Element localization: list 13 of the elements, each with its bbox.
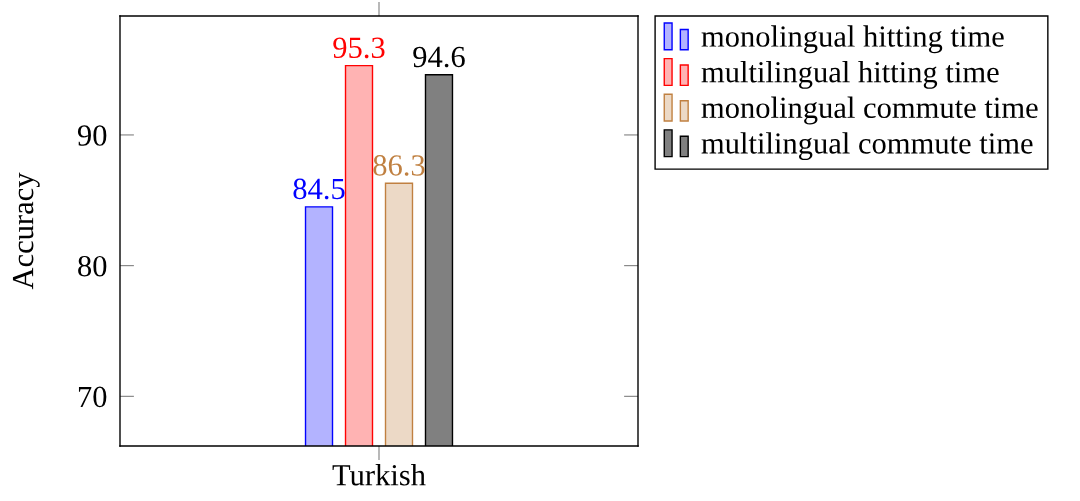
- data-label: 86.3: [373, 155, 425, 176]
- y-tick-label: 80: [78, 255, 107, 277]
- data-label: 94.6: [413, 46, 465, 68]
- legend-label: multilingual commute time: [701, 132, 1033, 161]
- legend-label: monolingual commute time: [701, 96, 1038, 125]
- y-tick-label: 70: [78, 386, 107, 408]
- data-label: 84.5: [293, 178, 345, 200]
- legend-label: multilingual hitting time: [701, 60, 999, 89]
- legend-label: monolingual hitting time: [701, 25, 1004, 54]
- data-label: 95.3: [333, 37, 385, 59]
- y-axis-title: Accuracy: [12, 172, 40, 290]
- x-tick-label: Turkish: [332, 464, 426, 486]
- y-tick-label: 90: [77, 125, 107, 146]
